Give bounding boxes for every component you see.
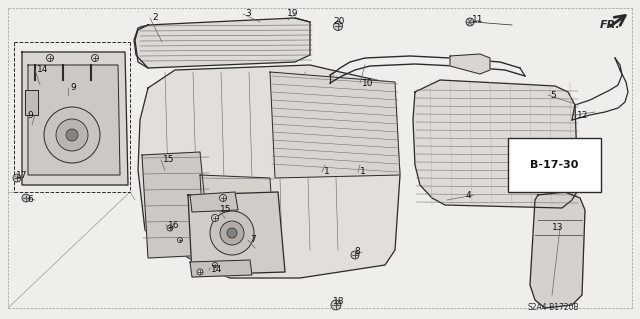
Text: 19: 19 (287, 10, 298, 19)
Polygon shape (190, 192, 238, 212)
Circle shape (92, 55, 99, 62)
Text: 11: 11 (472, 16, 483, 25)
Polygon shape (135, 18, 310, 68)
Polygon shape (200, 175, 275, 262)
Text: B-17-30: B-17-30 (530, 160, 579, 170)
Circle shape (211, 214, 218, 221)
Text: 3: 3 (245, 10, 251, 19)
Text: 14: 14 (211, 265, 222, 275)
Polygon shape (188, 192, 285, 275)
Text: 12: 12 (577, 110, 588, 120)
Text: 2: 2 (152, 13, 157, 23)
Circle shape (66, 129, 78, 141)
Text: 18: 18 (333, 298, 344, 307)
Polygon shape (142, 152, 210, 258)
Circle shape (212, 263, 218, 268)
Polygon shape (270, 72, 400, 178)
Polygon shape (28, 65, 120, 175)
Text: 10: 10 (362, 78, 374, 87)
Circle shape (47, 55, 54, 62)
Polygon shape (190, 260, 252, 277)
Circle shape (220, 221, 244, 245)
Text: 6: 6 (27, 196, 33, 204)
Polygon shape (25, 90, 38, 115)
Circle shape (197, 269, 203, 275)
Text: 20: 20 (333, 18, 344, 26)
Text: 1: 1 (324, 167, 330, 176)
Circle shape (56, 119, 88, 151)
Text: 7: 7 (250, 235, 256, 244)
Circle shape (13, 174, 21, 182)
Circle shape (466, 18, 474, 26)
Text: 15: 15 (220, 205, 232, 214)
Text: 5: 5 (550, 91, 556, 100)
Circle shape (167, 225, 173, 231)
Text: 16: 16 (168, 220, 179, 229)
Text: 17: 17 (16, 170, 28, 180)
Circle shape (333, 21, 342, 31)
Circle shape (220, 195, 227, 202)
Polygon shape (22, 52, 128, 185)
Text: 4: 4 (466, 190, 472, 199)
Polygon shape (413, 80, 578, 208)
Text: FR.: FR. (600, 20, 621, 30)
Circle shape (351, 251, 359, 259)
Text: 15: 15 (163, 155, 175, 165)
Circle shape (227, 228, 237, 238)
Polygon shape (530, 192, 585, 308)
Text: 8: 8 (354, 248, 360, 256)
Polygon shape (138, 65, 400, 278)
Circle shape (210, 211, 254, 255)
Text: 14: 14 (37, 65, 49, 75)
Text: 9: 9 (27, 110, 33, 120)
Text: 9: 9 (70, 84, 76, 93)
Text: 1: 1 (360, 167, 365, 176)
Text: 13: 13 (552, 224, 563, 233)
Circle shape (44, 107, 100, 163)
Text: S2A4-B1720B: S2A4-B1720B (528, 303, 580, 313)
Polygon shape (450, 54, 490, 74)
Circle shape (22, 194, 30, 202)
Circle shape (177, 238, 182, 242)
Circle shape (331, 300, 341, 310)
